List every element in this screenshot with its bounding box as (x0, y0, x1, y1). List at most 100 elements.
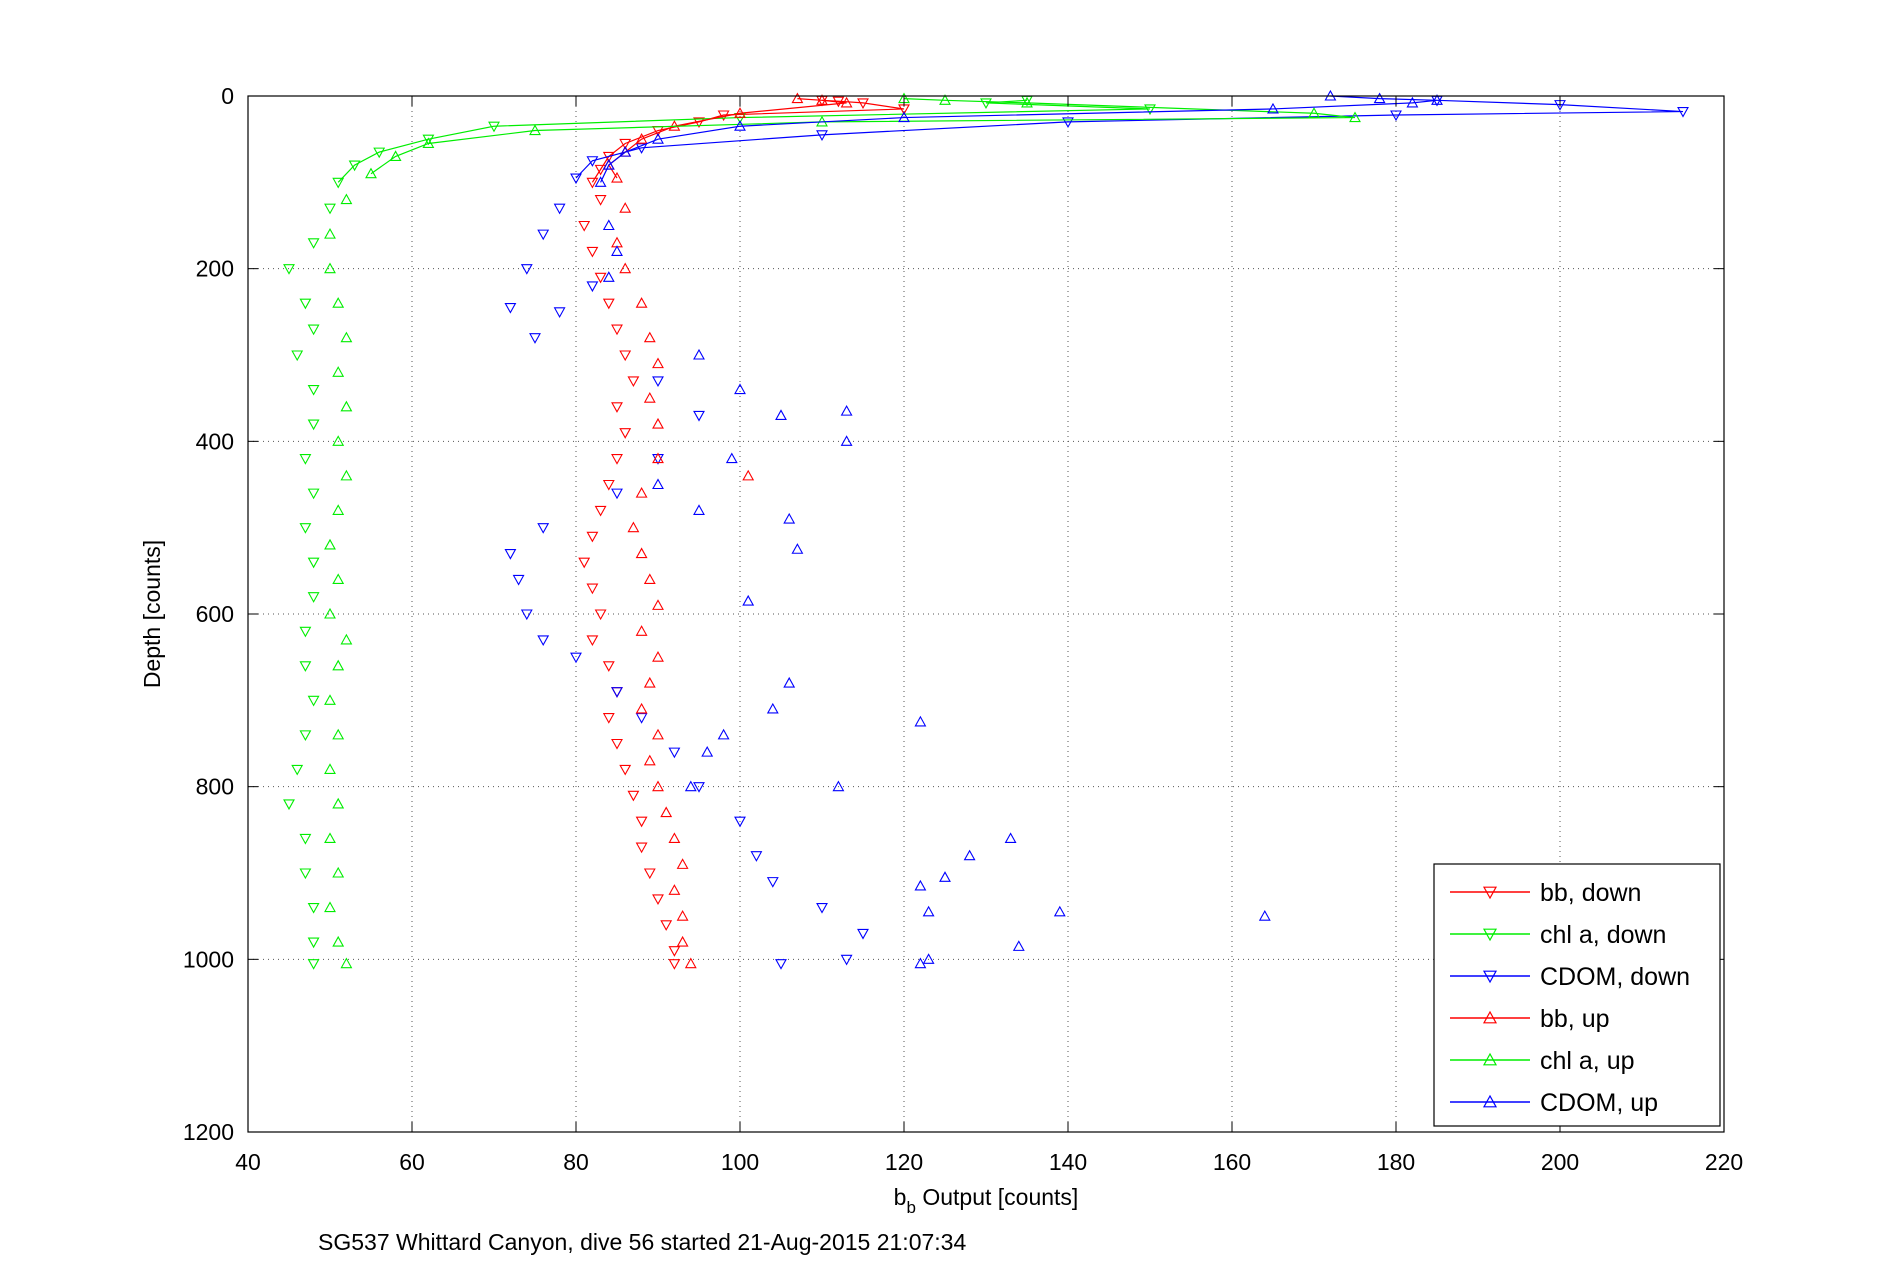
data-point (635, 143, 648, 154)
data-point (611, 687, 623, 698)
data-point (643, 676, 656, 688)
data-point (324, 262, 336, 274)
data-point (635, 547, 648, 559)
data-point (635, 713, 648, 724)
data-point (693, 782, 705, 793)
data-point (611, 245, 623, 256)
data-point (1012, 940, 1025, 951)
data-point (914, 879, 927, 891)
data-point (619, 428, 632, 439)
data-point (791, 543, 804, 554)
data-point (529, 124, 541, 136)
series-line (575, 99, 1684, 179)
data-point (422, 134, 435, 146)
legend-label: bb, down (1540, 879, 1641, 907)
data-point (307, 937, 320, 949)
data-point (299, 868, 312, 880)
data-point (857, 928, 869, 940)
series-0 (578, 95, 910, 970)
data-point (594, 272, 607, 284)
data-point (840, 404, 853, 416)
data-point (635, 702, 648, 714)
x-tick-label: 140 (1049, 1149, 1087, 1175)
x-axis-label-main: b (894, 1184, 907, 1210)
data-point (1053, 905, 1066, 917)
data-point (725, 452, 738, 464)
data-point (611, 171, 623, 183)
legend-entry: bb, up (1450, 1005, 1610, 1033)
data-point (332, 177, 345, 189)
data-point (324, 228, 336, 239)
data-point (537, 635, 550, 647)
legend-marker (1482, 1094, 1498, 1108)
data-point (1267, 102, 1279, 114)
legend-label: chl a, down (1540, 921, 1666, 949)
data-point (611, 687, 623, 698)
data-point (570, 652, 582, 664)
series-layer (283, 89, 1689, 970)
data-point (307, 419, 320, 431)
data-point (602, 158, 615, 170)
data-point (594, 176, 607, 187)
data-point (553, 307, 566, 318)
y-axis-label: Depth [counts] (139, 540, 165, 688)
data-point (332, 797, 345, 809)
data-point (553, 203, 566, 215)
data-point (332, 659, 345, 671)
data-point (307, 324, 320, 336)
data-point (602, 713, 615, 724)
data-point (643, 331, 656, 343)
data-point (684, 957, 697, 969)
data-point (816, 902, 828, 914)
legend-marker (1482, 1052, 1498, 1066)
data-point (668, 959, 681, 970)
data-point (783, 676, 796, 688)
legend-entry: bb, down (1450, 879, 1641, 907)
data-point (422, 137, 435, 149)
data-point (693, 348, 705, 360)
series-5 (594, 89, 1443, 969)
data-point (283, 264, 295, 275)
series-line (370, 97, 1356, 175)
x-tick-label: 80 (563, 1149, 589, 1175)
data-point (840, 435, 853, 446)
data-point (602, 661, 615, 672)
data-point (340, 469, 353, 481)
y-tick-label: 400 (196, 428, 234, 454)
legend: bb, down chl a, down CDOM, down bb, up chl a… (1433, 863, 1721, 1127)
data-point (766, 877, 779, 888)
data-point (652, 478, 664, 490)
data-point (307, 902, 320, 914)
data-point (840, 954, 853, 966)
x-tick-label: 120 (885, 1149, 923, 1175)
tick-layer: 40 60 80 100 120 140 160 180 200 220 0 200 400 600 800… (183, 83, 1743, 1175)
data-point (963, 849, 976, 861)
data-point (742, 469, 755, 481)
data-point (643, 392, 656, 403)
data-point (668, 884, 681, 895)
data-point (307, 488, 320, 500)
data-point (922, 953, 935, 964)
data-point (619, 764, 632, 776)
data-point (307, 557, 320, 569)
data-point (307, 695, 320, 707)
data-point (340, 193, 353, 205)
data-point (332, 935, 345, 947)
data-point (340, 331, 353, 343)
legend-entry: CDOM, up (1450, 1089, 1658, 1117)
data-point (324, 832, 336, 844)
y-tick-label: 200 (196, 256, 234, 282)
data-point (734, 816, 746, 828)
legend-label: chl a, up (1540, 1047, 1635, 1075)
x-axis-label-subscript: b (906, 1198, 915, 1217)
data-point (1390, 110, 1402, 122)
data-point (283, 799, 295, 811)
y-tick-label: 0 (221, 83, 234, 109)
data-point (586, 635, 599, 647)
data-point (619, 138, 632, 150)
data-point (668, 946, 681, 957)
data-point (594, 195, 607, 206)
data-point (307, 592, 320, 603)
